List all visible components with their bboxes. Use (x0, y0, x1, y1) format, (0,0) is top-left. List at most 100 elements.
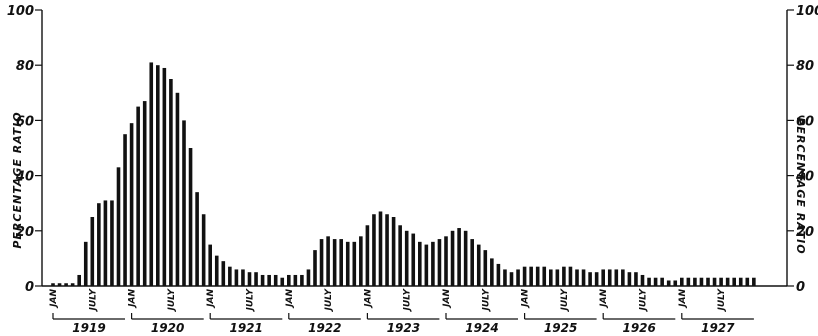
bar (195, 192, 199, 286)
bar (169, 79, 173, 286)
bar (680, 277, 684, 286)
y-ticks-right: 0 20 40 60 80 100 (787, 4, 818, 295)
bar (391, 217, 396, 286)
bar (601, 269, 605, 286)
bar (352, 241, 357, 286)
y-axis-label-left: PERCENTAGE RATIO (11, 111, 24, 248)
year-label: 1921 (229, 321, 262, 335)
month-label-july: JULY (324, 288, 334, 313)
bar (221, 261, 226, 286)
year-label: 1924 (465, 321, 498, 335)
y-tick-label-left: 40 (15, 170, 34, 185)
bar (254, 272, 258, 286)
bar (614, 269, 619, 286)
year-label: 1926 (622, 321, 655, 335)
bar (404, 230, 409, 286)
bar (732, 277, 736, 286)
bar (607, 269, 612, 286)
bar (535, 266, 540, 286)
month-label-jan: JAN (521, 289, 531, 309)
y-tick-label-right: 0 (796, 280, 805, 295)
bar (260, 274, 265, 286)
bar (418, 241, 422, 286)
bar (90, 217, 95, 286)
bar (627, 272, 632, 286)
bar (273, 274, 278, 286)
bar (653, 277, 658, 286)
y-tick-label-right: 100 (796, 4, 818, 19)
year-label: 1920 (151, 321, 184, 335)
bars (51, 62, 756, 287)
bar (306, 269, 311, 286)
bar (110, 200, 114, 286)
bar (621, 269, 625, 286)
bar (431, 241, 435, 286)
bar (293, 274, 298, 286)
bar (332, 239, 337, 286)
bar (738, 277, 743, 286)
y-tick-label-left: 20 (16, 225, 34, 240)
month-label-july: JULY (167, 288, 177, 313)
bar (594, 272, 599, 286)
month-label-july: JULY (639, 288, 649, 313)
bar (129, 123, 134, 286)
bar (234, 269, 239, 286)
bar (457, 228, 461, 286)
bar (214, 255, 219, 286)
bar (188, 148, 193, 286)
bar (719, 277, 723, 286)
bar (437, 239, 442, 286)
bar (77, 274, 81, 286)
month-label-jan: JAN (49, 289, 59, 309)
bar (300, 274, 304, 286)
bar (228, 266, 232, 286)
bar (503, 269, 507, 286)
bar (686, 277, 691, 286)
year-label: 1922 (308, 321, 341, 335)
bar (123, 134, 127, 286)
bar (568, 266, 573, 286)
bar (529, 266, 533, 286)
bar (326, 236, 330, 286)
bar (398, 225, 402, 286)
y-tick-label-right: 60 (796, 114, 814, 129)
bar (51, 283, 55, 286)
bar (319, 239, 324, 286)
month-label-jan: JAN (206, 289, 216, 309)
bar (378, 211, 383, 286)
month-label-jan: JAN (363, 289, 373, 309)
bar (83, 241, 88, 286)
bar (247, 272, 252, 286)
year-label: 1919 (72, 321, 105, 335)
bar (162, 67, 167, 287)
bar (490, 258, 494, 286)
bar (103, 200, 108, 286)
month-label-july: JULY (403, 288, 413, 313)
bar (149, 62, 154, 286)
month-label-july: JULY (717, 288, 727, 313)
bar (365, 225, 370, 286)
bar (634, 272, 638, 286)
year-label: 1927 (701, 321, 735, 335)
bar (706, 277, 710, 286)
bar (549, 269, 553, 286)
bar (287, 274, 291, 286)
bar (660, 277, 664, 286)
month-label-jan: JAN (128, 289, 138, 309)
bar (522, 266, 527, 286)
bar (267, 274, 271, 286)
bar (208, 244, 212, 286)
bar (647, 277, 651, 286)
year-label: 1923 (387, 321, 420, 335)
bar (116, 167, 121, 286)
month-label-july: JULY (481, 288, 491, 313)
y-tick-label-right: 80 (796, 59, 814, 74)
bar (424, 244, 429, 286)
bar (693, 277, 697, 286)
bar (562, 266, 566, 286)
bar (142, 101, 147, 286)
bar (640, 274, 645, 286)
y-axis-label-right: PERCENTAGE RATIO (794, 117, 807, 254)
